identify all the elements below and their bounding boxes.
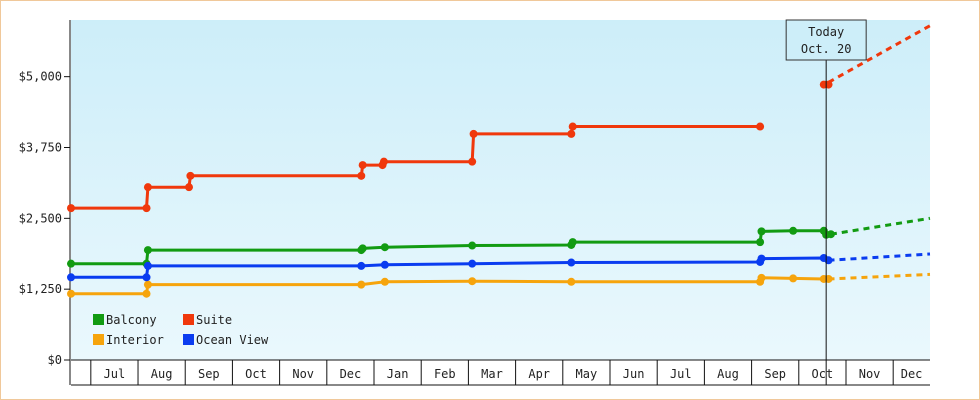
- x-tick-label: Dec: [901, 367, 923, 381]
- projection-line: [828, 272, 931, 281]
- data-point[interactable]: [757, 273, 766, 282]
- y-tick-label: $3,750: [19, 141, 62, 155]
- data-point[interactable]: [469, 129, 478, 138]
- data-point[interactable]: [143, 183, 152, 192]
- data-point[interactable]: [568, 122, 577, 131]
- data-point[interactable]: [143, 246, 152, 255]
- data-point[interactable]: [184, 183, 193, 192]
- x-tick-label: Sep: [198, 367, 220, 381]
- data-point[interactable]: [380, 243, 389, 252]
- today-marker: Today Oct. 20: [785, 19, 867, 385]
- legend-swatch: [183, 334, 194, 345]
- data-point[interactable]: [757, 254, 766, 263]
- y-axis: $0 $1,250 $2,500 $3,750 $5,000: [19, 20, 71, 385]
- data-point[interactable]: [789, 274, 798, 283]
- x-tick-label: Mar: [481, 367, 503, 381]
- data-point[interactable]: [757, 227, 766, 236]
- projection-line: [830, 216, 931, 236]
- data-point[interactable]: [468, 241, 477, 250]
- series-balcony: [67, 216, 931, 268]
- legend-swatch: [93, 314, 104, 325]
- data-point[interactable]: [357, 171, 366, 180]
- data-point[interactable]: [468, 259, 477, 268]
- data-point[interactable]: [789, 226, 798, 235]
- data-point[interactable]: [357, 280, 366, 289]
- data-point[interactable]: [143, 280, 152, 289]
- x-tick-label: Jun: [623, 367, 645, 381]
- legend-item[interactable]: Balcony: [93, 313, 157, 327]
- legend-item[interactable]: Suite: [183, 313, 232, 327]
- projection-line: [828, 252, 931, 262]
- data-point[interactable]: [67, 289, 75, 298]
- legend-label: Ocean View: [196, 333, 269, 347]
- data-point[interactable]: [380, 277, 389, 286]
- data-point[interactable]: [567, 129, 576, 138]
- data-point[interactable]: [468, 157, 477, 166]
- x-tick-label: Jan: [387, 367, 409, 381]
- x-tick-label: Aug: [151, 367, 173, 381]
- data-point[interactable]: [142, 273, 151, 282]
- data-point[interactable]: [826, 230, 835, 239]
- x-tick-label: Feb: [434, 367, 456, 381]
- data-point[interactable]: [568, 238, 577, 247]
- x-tick-label: Oct: [812, 367, 834, 381]
- y-tick-label: $0: [48, 353, 62, 367]
- legend-label: Suite: [196, 313, 232, 327]
- x-tick-label: Sep: [764, 367, 786, 381]
- data-point[interactable]: [67, 259, 75, 268]
- data-point[interactable]: [143, 261, 152, 270]
- y-tick-label: $1,250: [19, 282, 62, 296]
- today-date: Oct. 20: [801, 42, 852, 56]
- legend-swatch: [183, 314, 194, 325]
- y-tick-label: $5,000: [19, 70, 62, 84]
- today-box: [785, 19, 867, 61]
- data-point[interactable]: [358, 161, 367, 170]
- series-line: [71, 125, 761, 210]
- x-tick-label: Nov: [292, 367, 314, 381]
- data-point[interactable]: [142, 204, 151, 213]
- data-point[interactable]: [567, 258, 576, 267]
- x-tick-label: Dec: [340, 367, 362, 381]
- legend-item[interactable]: Ocean View: [183, 333, 269, 347]
- x-tick-label: Jul: [670, 367, 692, 381]
- x-tick-label: May: [576, 367, 598, 381]
- today-label: Today: [808, 25, 844, 39]
- data-point[interactable]: [186, 171, 195, 180]
- data-point[interactable]: [142, 289, 151, 298]
- x-tick-label: Aug: [717, 367, 739, 381]
- data-point[interactable]: [468, 277, 477, 286]
- projection-line: [827, 24, 931, 84]
- legend-label: Interior: [106, 333, 164, 347]
- legend-item[interactable]: Interior: [93, 333, 164, 347]
- plot-area: [71, 20, 930, 360]
- x-tick-label: Oct: [245, 367, 267, 381]
- x-axis: Jul Aug Sep Oct Nov Dec Jan Feb Mar Apr May Jun Jul A…: [71, 359, 930, 386]
- data-point[interactable]: [357, 261, 366, 270]
- data-point[interactable]: [379, 157, 388, 166]
- legend-swatch: [93, 334, 104, 345]
- x-tick-label: Apr: [528, 367, 550, 381]
- data-point[interactable]: [756, 122, 765, 131]
- x-tick-label: Jul: [104, 367, 126, 381]
- legend-label: Balcony: [106, 313, 157, 327]
- series-suite: [67, 24, 931, 213]
- y-tick-label: $2,500: [19, 211, 62, 225]
- series-layer: [67, 24, 931, 298]
- data-point[interactable]: [756, 238, 765, 247]
- data-point[interactable]: [358, 244, 367, 253]
- data-point[interactable]: [380, 260, 389, 269]
- data-point[interactable]: [67, 273, 75, 282]
- data-point[interactable]: [67, 204, 75, 213]
- data-point[interactable]: [567, 277, 576, 286]
- legend: Balcony Suite Interior Ocean View: [93, 313, 269, 347]
- x-tick-label: Nov: [859, 367, 881, 381]
